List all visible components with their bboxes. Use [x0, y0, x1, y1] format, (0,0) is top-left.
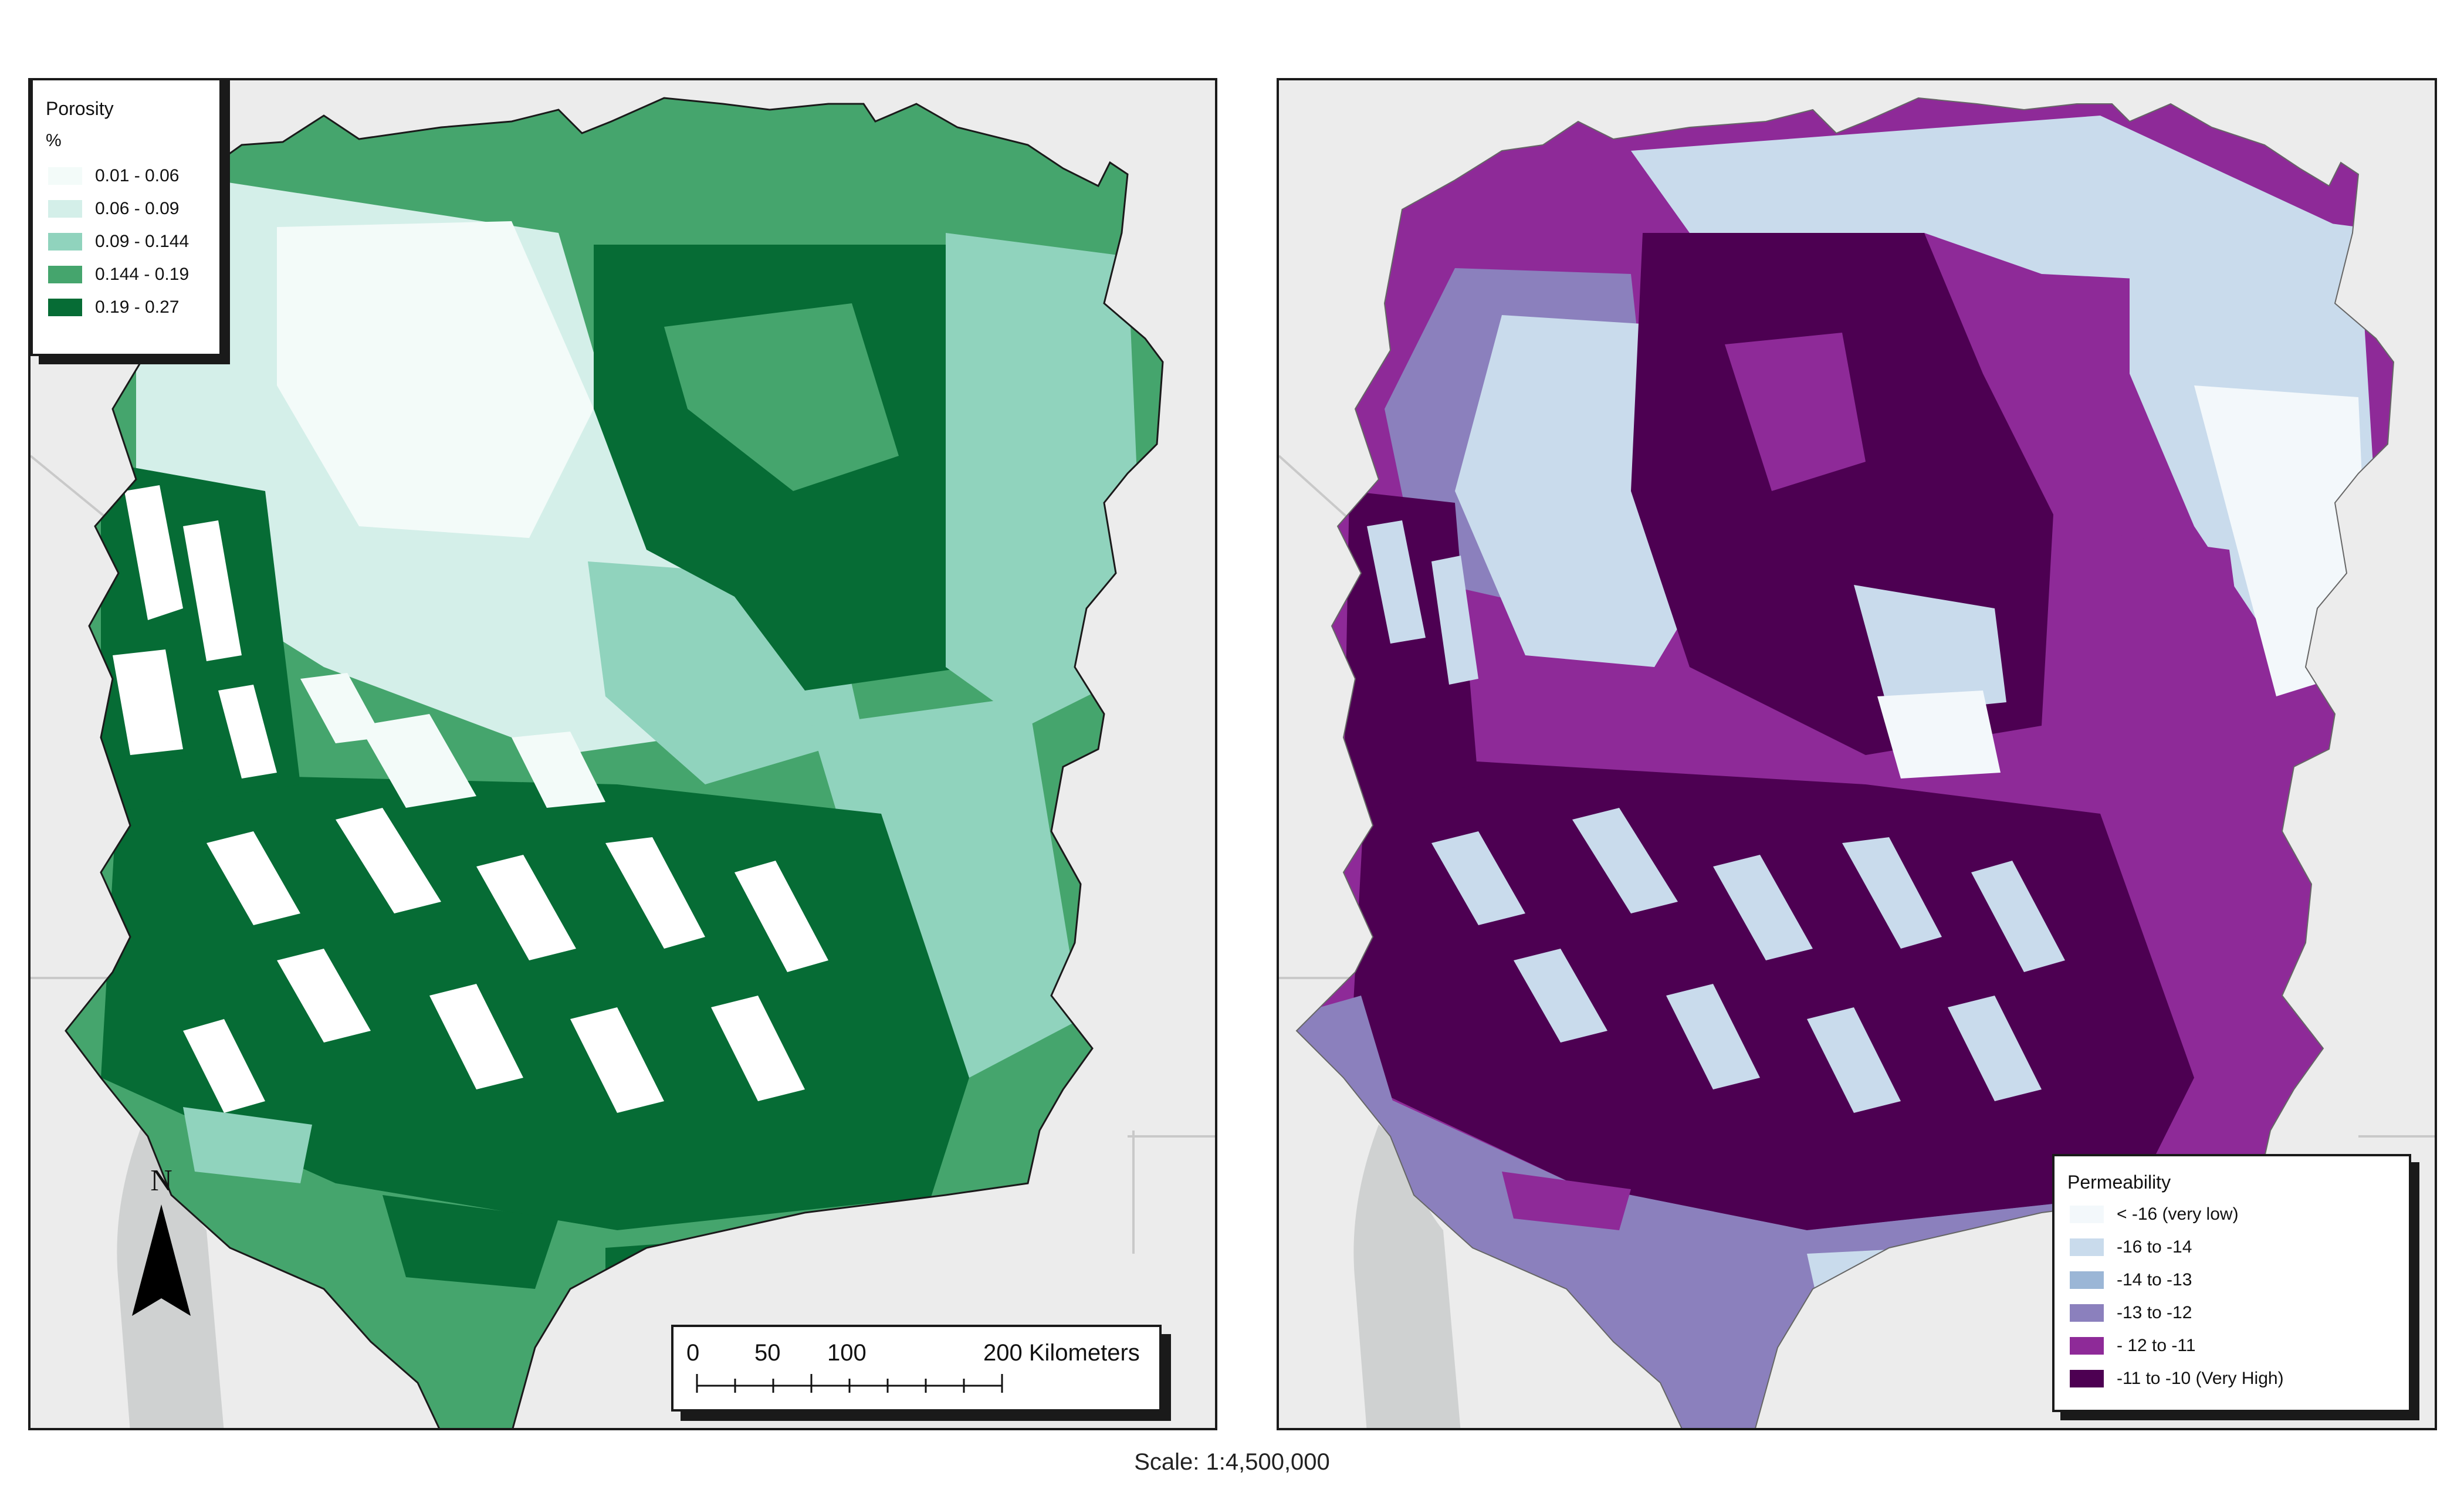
legend-label: -11 to -10 (Very High): [2117, 1369, 2284, 1388]
legend-swatch: [48, 200, 82, 218]
legend-label: 0.09 - 0.144: [95, 232, 189, 251]
north-arrow-icon: [132, 1204, 191, 1316]
legend-swatch: [2070, 1304, 2104, 1322]
basin-outline: [1295, 97, 2395, 1428]
legend-label: 0.01 - 0.06: [95, 166, 180, 185]
legend-label: 0.144 - 0.19: [95, 265, 189, 284]
scale-bar: 0 50 100 200 Kilometers: [671, 1325, 1162, 1412]
north-label: N: [150, 1164, 172, 1197]
map-scale-text: Scale: 1:4,500,000: [1134, 1449, 1330, 1475]
legend-label: -16 to -14: [2117, 1237, 2192, 1257]
legend-row: 0.19 - 0.27: [48, 297, 179, 317]
legend-row: - 12 to -11: [2070, 1336, 2196, 1356]
legend-label: 0.19 - 0.27: [95, 297, 180, 317]
legend-label: -13 to -12: [2117, 1303, 2192, 1322]
legend-row: 0.01 - 0.06: [48, 166, 179, 186]
legend-label: - 12 to -11: [2117, 1336, 2196, 1355]
scale-bar-ruler: [696, 1374, 1003, 1393]
legend-swatch: [48, 299, 82, 316]
legend-swatch: [2070, 1271, 2104, 1289]
legend-swatch: [48, 167, 82, 185]
coastal-land-shape: [1353, 1125, 1461, 1428]
north-arrow: N: [120, 1163, 202, 1328]
legend-row: 0.06 - 0.09: [48, 199, 179, 219]
legend-swatch: [2070, 1206, 2104, 1223]
legend-swatch: [48, 266, 82, 283]
legend-swatch: [2070, 1238, 2104, 1256]
legend-title: Porosity: [46, 98, 114, 119]
legend-row: 0.144 - 0.19: [48, 265, 189, 285]
legend-label: 0.06 - 0.09: [95, 199, 180, 218]
legend-row: < -16 (very low): [2070, 1204, 2239, 1224]
permeability-map-panel[interactable]: Permeability < -16 (very low) -16 to -14…: [1277, 78, 2437, 1430]
legend-row: -11 to -10 (Very High): [2070, 1369, 2284, 1389]
legend-swatch: [48, 233, 82, 251]
porosity-legend: Porosity % 0.01 - 0.06 0.06 - 0.09 0.09 …: [31, 80, 222, 356]
legend-row: -13 to -12: [2070, 1303, 2192, 1323]
scale-label-0: 0: [686, 1340, 700, 1366]
legend-unit: %: [46, 131, 62, 150]
scale-label-50: 50: [754, 1340, 781, 1366]
legend-row: -16 to -14: [2070, 1237, 2192, 1257]
legend-row: 0.09 - 0.144: [48, 232, 189, 252]
legend-row: -14 to -13: [2070, 1270, 2192, 1290]
permeability-legend: Permeability < -16 (very low) -16 to -14…: [2052, 1154, 2411, 1412]
porosity-map: [31, 97, 1215, 1428]
basin-outline: [65, 97, 1164, 1428]
porosity-map-panel[interactable]: Porosity % 0.01 - 0.06 0.06 - 0.09 0.09 …: [28, 78, 1217, 1430]
legend-label: < -16 (very low): [2117, 1204, 2239, 1224]
scale-label-200: 200 Kilometers: [983, 1340, 1140, 1366]
legend-title: Permeability: [2067, 1172, 2171, 1193]
legend-label: -14 to -13: [2117, 1270, 2192, 1289]
legend-swatch: [2070, 1370, 2104, 1387]
legend-swatch: [2070, 1337, 2104, 1355]
scale-label-100: 100: [827, 1340, 867, 1366]
